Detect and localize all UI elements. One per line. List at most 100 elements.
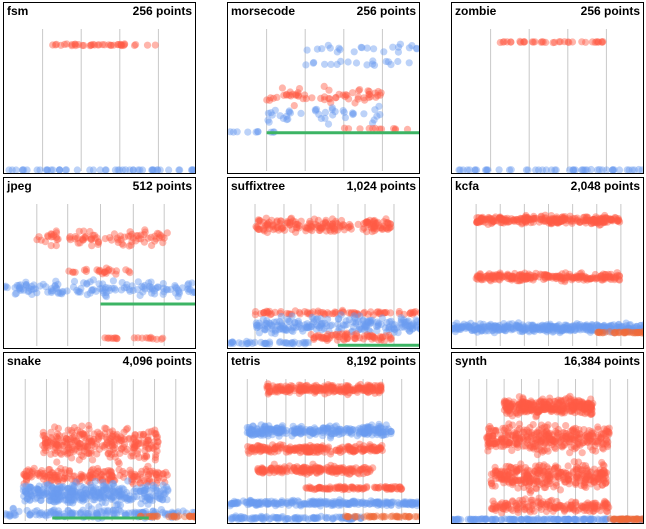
data-point — [290, 464, 298, 472]
data-point — [350, 485, 358, 493]
data-point — [145, 475, 153, 483]
data-point — [595, 322, 603, 330]
data-point — [608, 166, 617, 173]
data-point — [571, 401, 579, 409]
data-point — [516, 435, 524, 443]
data-point — [269, 513, 277, 521]
data-point — [635, 165, 643, 173]
data-point — [484, 437, 492, 445]
data-point — [598, 166, 606, 173]
data-point — [388, 484, 396, 493]
data-point — [538, 321, 546, 329]
data-point — [313, 514, 321, 522]
data-point — [554, 396, 562, 404]
data-point — [530, 274, 538, 282]
data-point — [49, 469, 57, 477]
data-point — [479, 274, 487, 282]
data-point — [363, 228, 371, 236]
data-point — [375, 422, 383, 431]
data-point — [254, 446, 262, 454]
data-point — [30, 281, 38, 289]
data-point — [80, 444, 88, 452]
data-point — [74, 488, 83, 496]
data-point — [44, 233, 52, 241]
data-point — [281, 326, 289, 334]
data-point — [380, 513, 388, 521]
data-point — [126, 269, 134, 277]
data-point — [497, 214, 505, 222]
data-point — [22, 488, 30, 496]
data-point — [473, 218, 481, 226]
data-point — [323, 336, 331, 344]
data-point — [263, 307, 271, 315]
data-point — [22, 278, 30, 286]
data-point — [328, 430, 336, 438]
data-point — [626, 328, 634, 336]
data-point — [520, 426, 528, 434]
data-point — [334, 468, 342, 476]
data-point — [88, 470, 96, 478]
data-point — [151, 41, 159, 49]
data-point — [503, 433, 512, 441]
data-point — [333, 428, 341, 436]
data-point — [163, 286, 171, 294]
data-point — [496, 214, 504, 222]
data-point — [599, 324, 607, 332]
data-point — [557, 217, 565, 225]
data-point — [534, 429, 542, 437]
data-point — [46, 473, 54, 481]
data-point — [541, 217, 549, 225]
data-point — [556, 406, 564, 414]
data-point — [525, 328, 533, 336]
data-point — [349, 386, 357, 395]
data-point — [101, 499, 110, 507]
data-point — [145, 493, 153, 501]
data-point — [549, 431, 557, 439]
data-point — [334, 333, 342, 341]
data-point — [268, 329, 276, 337]
data-point — [502, 404, 510, 412]
data-point — [546, 438, 555, 447]
data-point — [582, 217, 590, 225]
data-point — [533, 405, 541, 413]
data-point — [266, 340, 274, 348]
data-point — [141, 226, 149, 234]
data-point — [578, 269, 586, 277]
data-point — [312, 485, 321, 493]
data-point — [339, 514, 347, 522]
data-point — [320, 382, 328, 390]
data-point — [487, 219, 496, 228]
data-point — [600, 321, 608, 329]
data-point — [50, 471, 58, 479]
data-point — [187, 512, 195, 521]
data-point — [545, 402, 553, 410]
data-point — [537, 439, 545, 447]
data-point — [585, 275, 593, 283]
data-point — [360, 385, 368, 393]
data-point — [514, 426, 522, 434]
data-point — [574, 438, 582, 446]
data-point — [500, 435, 508, 443]
data-point — [254, 128, 262, 136]
data-point — [65, 488, 73, 496]
data-point — [578, 38, 586, 46]
data-point — [379, 428, 387, 436]
data-point — [568, 436, 577, 444]
data-point — [477, 215, 485, 223]
series-red — [263, 380, 385, 399]
data-point — [312, 485, 320, 493]
data-point — [36, 469, 44, 477]
data-point — [150, 166, 158, 173]
data-point — [578, 322, 586, 330]
data-point — [89, 276, 97, 284]
data-point — [252, 222, 260, 231]
data-point — [52, 497, 60, 505]
data-point — [107, 494, 115, 502]
data-point — [315, 222, 323, 230]
data-point — [152, 430, 160, 438]
data-point — [150, 509, 158, 518]
data-point — [515, 218, 523, 226]
data-point — [354, 326, 363, 334]
data-point — [320, 448, 329, 456]
data-point — [581, 404, 589, 412]
